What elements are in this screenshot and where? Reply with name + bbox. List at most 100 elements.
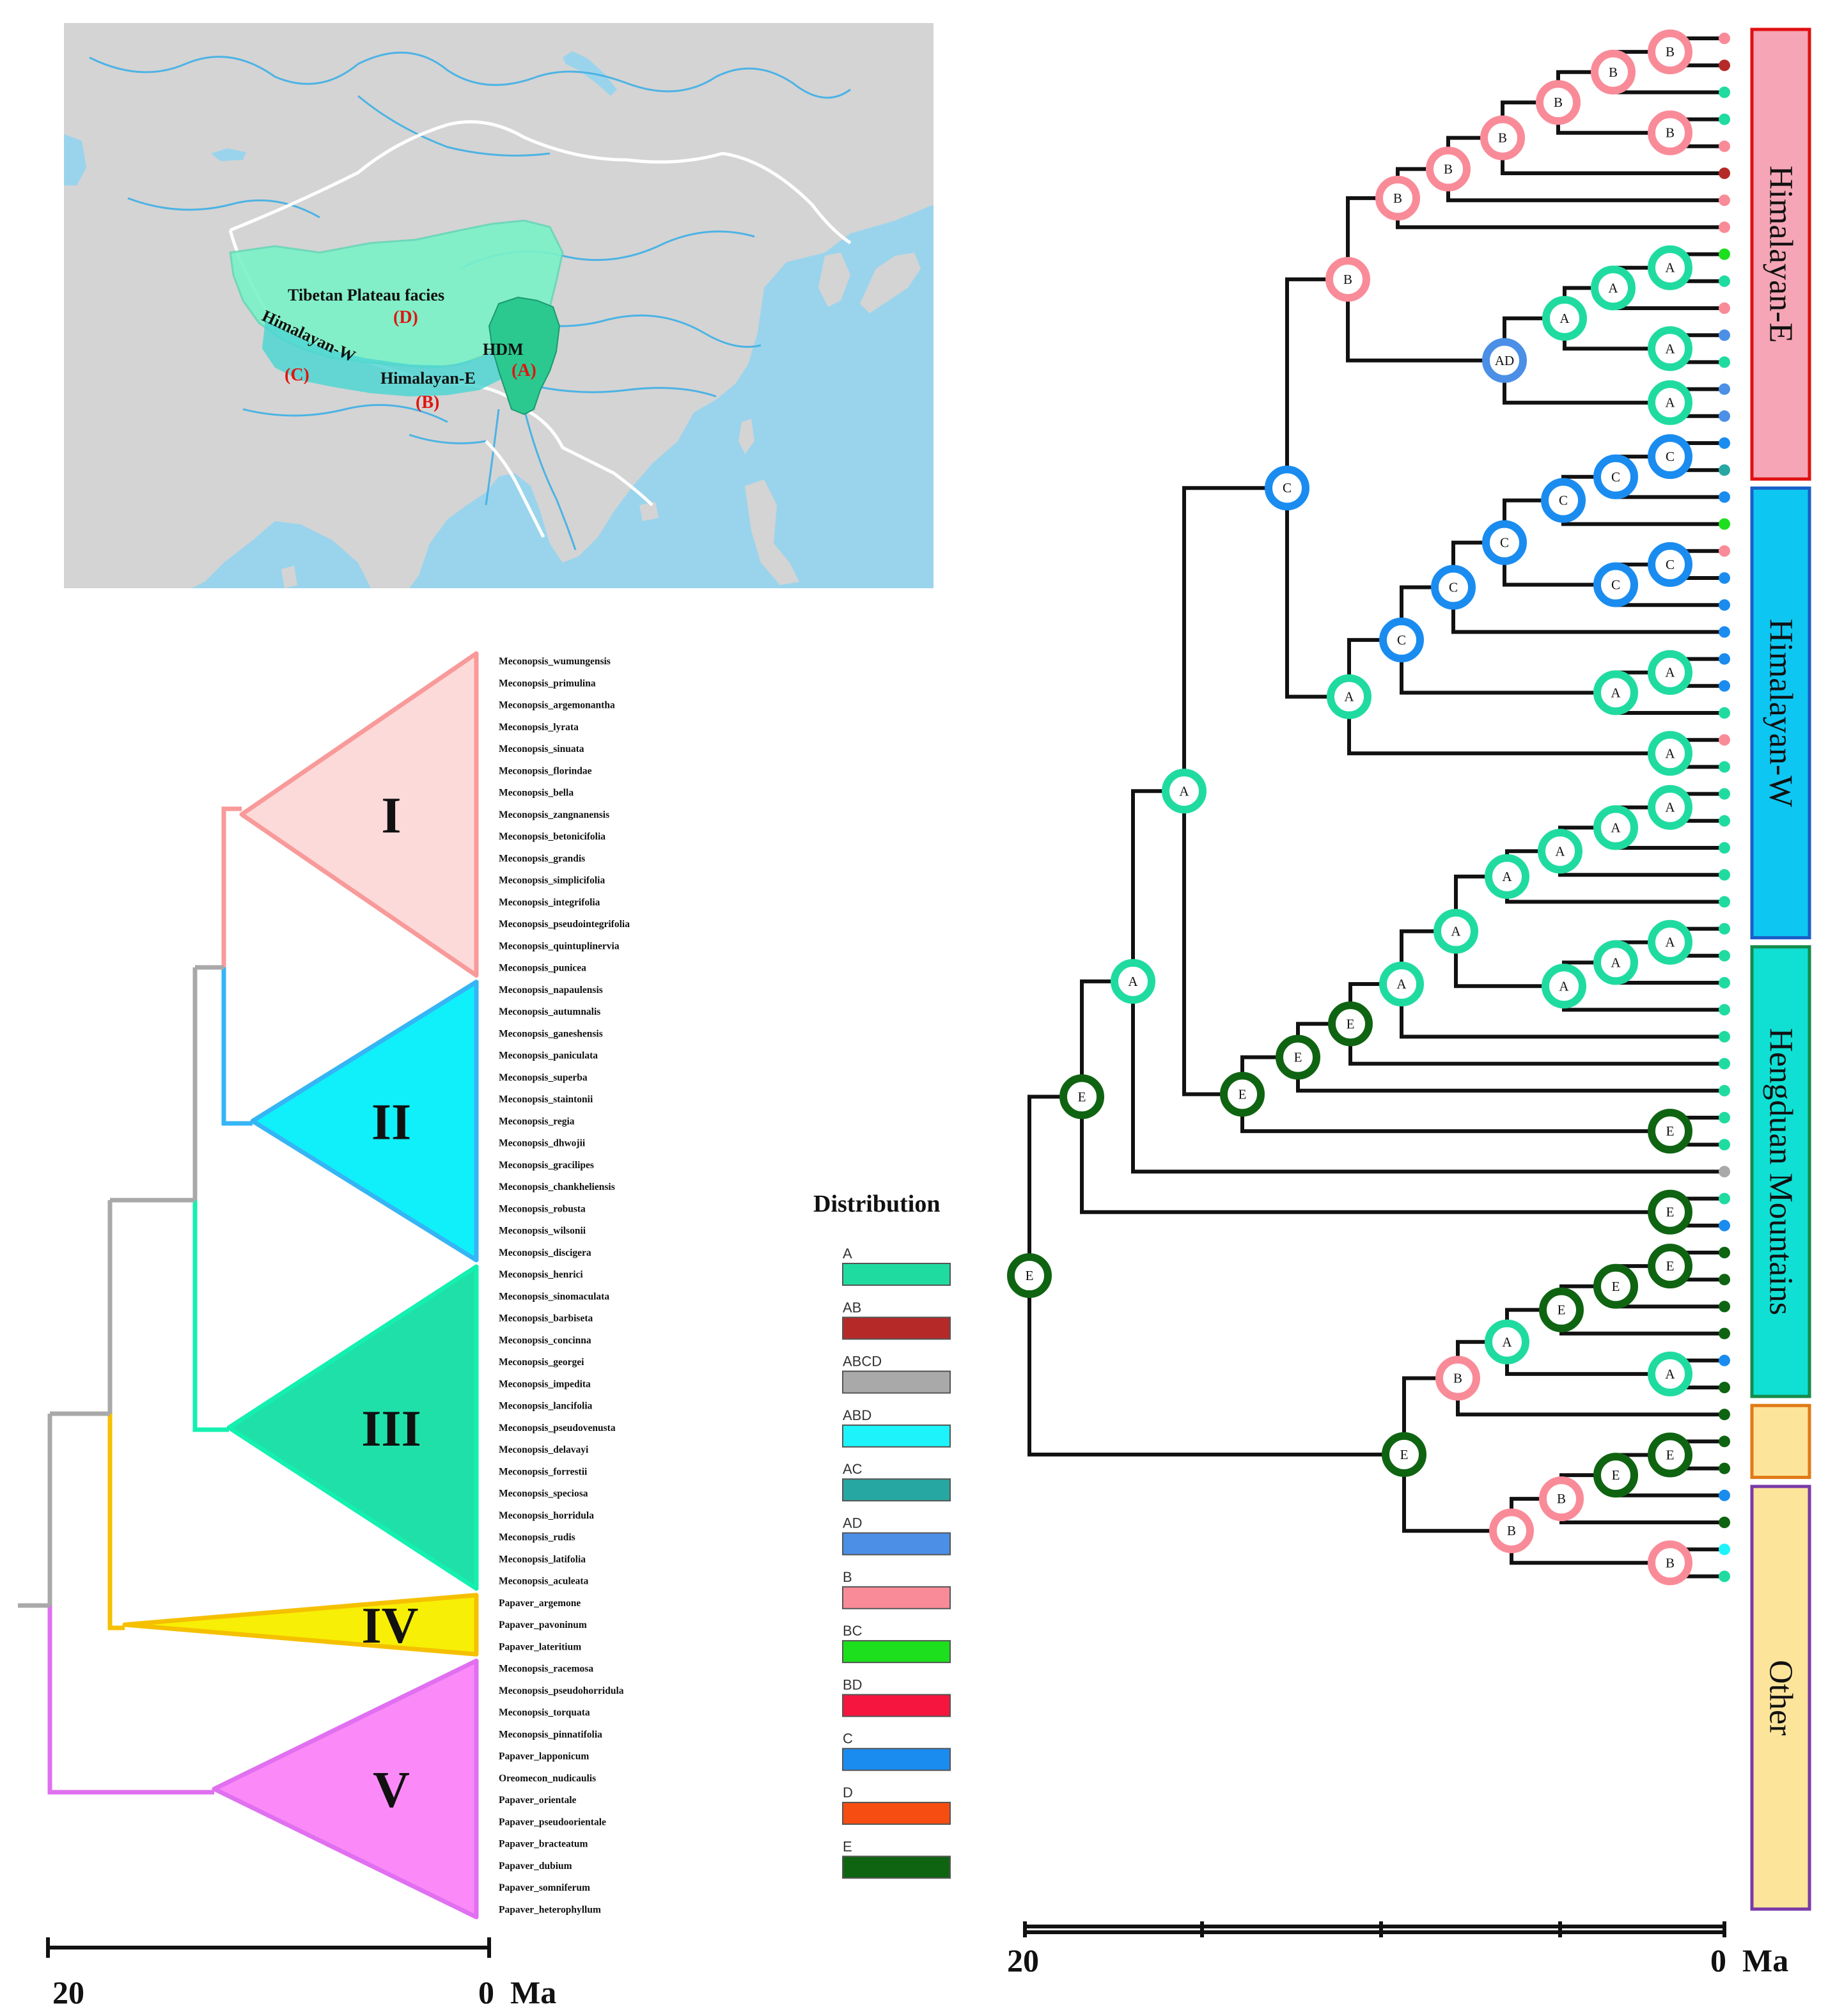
- ancestral-node: A: [1485, 1319, 1529, 1364]
- region-bars: Himalayan-E Himalayan-W Hengduan Mountains…: [1750, 27, 1811, 1911]
- tip-dot: [1719, 923, 1730, 935]
- ancestral-node-label: B: [1507, 1523, 1516, 1538]
- taxon-label: Meconopsis_torquata: [499, 1707, 590, 1718]
- tip-dot: [1719, 1004, 1730, 1016]
- ancestral-node: B: [1648, 1540, 1692, 1586]
- tip-dot: [1719, 1462, 1730, 1474]
- ancestral-node-label: B: [1498, 130, 1507, 146]
- legend-code: AD: [843, 1515, 863, 1531]
- taxon-label: Papaver_dubium: [499, 1861, 572, 1871]
- map-rivers: [89, 51, 851, 551]
- legend-code: BD: [843, 1676, 863, 1692]
- map-japan: [860, 253, 921, 313]
- ancestral-node-label: E: [1666, 1123, 1675, 1139]
- legend-code: BC: [843, 1623, 863, 1639]
- ancestral-node-label: A: [1396, 976, 1407, 992]
- ancestral-node-label: B: [1444, 161, 1453, 176]
- ancestral-node-label: A: [1665, 665, 1675, 680]
- tip-dot: [1719, 680, 1730, 692]
- taxon-label: Meconopsis_forrestii: [499, 1466, 588, 1477]
- ancestral-node-label: A: [1665, 800, 1675, 815]
- taxon-label: Meconopsis_quintuplinervia: [499, 941, 620, 951]
- ancestral-node-label: C: [1449, 580, 1458, 595]
- ancestral-node: E: [1593, 1453, 1638, 1498]
- tip-dot: [1719, 1031, 1730, 1043]
- clade-triangle: [122, 1593, 479, 1657]
- clade-axis-unit: Ma: [510, 1974, 556, 2010]
- taxon-label: Meconopsis_florindae: [499, 765, 592, 776]
- clade-triangle: [250, 980, 479, 1263]
- ancestral-node: B: [1480, 115, 1525, 160]
- ancestral-node-label: B: [1557, 1491, 1566, 1506]
- distribution-map: Tibetan Plateau facies (D) HDM (A) Himal…: [64, 23, 934, 588]
- legend-code: AB: [843, 1299, 861, 1315]
- legend-swatch: [842, 1370, 951, 1394]
- ancestral-node: B: [1648, 29, 1692, 75]
- ancestral-node: A: [1593, 670, 1638, 715]
- ancestral-node-label: A: [1128, 974, 1138, 989]
- tip-dot: [1719, 977, 1730, 988]
- map-korea: [818, 253, 850, 307]
- distribution-legend: Distribution A AB ABCD ABD AC AD B BC BD C D E: [813, 1191, 951, 1879]
- ancestral-node-label: AD: [1495, 353, 1514, 368]
- tip-dot: [1719, 1354, 1730, 1366]
- tip-dot: [1719, 815, 1730, 827]
- tip-dot: [1719, 1409, 1730, 1421]
- ancestral-node-label: B: [1666, 1555, 1675, 1570]
- taxon-label: Meconopsis_sinuata: [499, 744, 584, 754]
- ancestral-nodes: B B B B B B B A B A A A AD A C C C C C C C C C A A A A A A A A A A A A A A A E…: [1007, 29, 1692, 1586]
- ancestral-node-label: A: [1451, 924, 1461, 939]
- ancestral-node: E: [1648, 1189, 1692, 1235]
- taxon-label: Meconopsis_pseudohorridula: [499, 1685, 624, 1696]
- ancestral-node: A: [1648, 731, 1692, 776]
- ancestral-node: B: [1489, 1508, 1534, 1554]
- ancestral-range-tree: Himalayan-E Himalayan-W Hengduan Mountains…: [1007, 27, 1811, 1978]
- ancestral-node-label: E: [1078, 1089, 1086, 1104]
- ancestral-node: E: [1648, 1244, 1692, 1289]
- ancestral-node-label: B: [1666, 125, 1675, 141]
- ancestral-node: A: [1648, 245, 1692, 290]
- tip-dot: [1719, 59, 1730, 72]
- clade-axis-min-label: 0: [478, 1974, 494, 2010]
- ancestral-node-label: E: [1294, 1050, 1302, 1065]
- taxon-label: Meconopsis_wilsonii: [499, 1226, 586, 1237]
- legend-code: C: [843, 1731, 853, 1747]
- tip-dot: [1719, 653, 1730, 665]
- tree-axis-max-label: 20: [1007, 1942, 1039, 1978]
- ancestral-node-label: E: [1347, 1016, 1355, 1031]
- taxon-label: Meconopsis_staintonii: [499, 1094, 593, 1105]
- tip-dot: [1719, 788, 1730, 800]
- tip-dot: [1719, 383, 1730, 395]
- tip-dot: [1719, 1435, 1730, 1448]
- branch-ancestor-i-iii: [110, 967, 198, 1203]
- tip-dot: [1719, 1247, 1730, 1258]
- taxon-label: Papaver_heterophyllum: [499, 1904, 601, 1915]
- legend-swatch: [842, 1424, 951, 1448]
- ancestral-node: E: [1539, 1287, 1584, 1332]
- ancestral-node: A: [1648, 650, 1692, 695]
- ancestral-node: B: [1426, 146, 1471, 192]
- ancestral-node-label: A: [1665, 260, 1675, 276]
- tree-axis-min-label: 0: [1710, 1942, 1726, 1978]
- ancestral-node-label: B: [1609, 65, 1618, 80]
- ancestral-node: A: [1648, 919, 1692, 965]
- ancestral-node: E: [1007, 1253, 1052, 1299]
- ancestral-node-label: C: [1666, 557, 1675, 572]
- map-taiwan: [738, 419, 754, 454]
- tip-dots: [1719, 33, 1730, 1582]
- map-label-tibetan: Tibetan Plateau facies: [288, 286, 444, 304]
- ancestral-node-label: A: [1611, 685, 1621, 700]
- ancestral-node-label: C: [1500, 535, 1509, 551]
- ancestral-node-label: B: [1393, 191, 1402, 206]
- map-hainan: [639, 502, 659, 521]
- taxon-label: Meconopsis_pseudovenusta: [499, 1423, 616, 1434]
- ancestral-node: E: [1648, 1432, 1692, 1478]
- ancestral-node-label: C: [1611, 469, 1620, 485]
- ancestral-node: C: [1482, 520, 1527, 565]
- ancestral-node: A: [1327, 674, 1371, 719]
- taxon-label: Meconopsis_barbiseta: [499, 1313, 593, 1324]
- taxon-label: Papaver_orientale: [499, 1795, 577, 1806]
- branch-clade-v: [47, 1606, 214, 1795]
- clade-numeral: IV: [362, 1598, 419, 1654]
- legend-swatch: [842, 1263, 951, 1286]
